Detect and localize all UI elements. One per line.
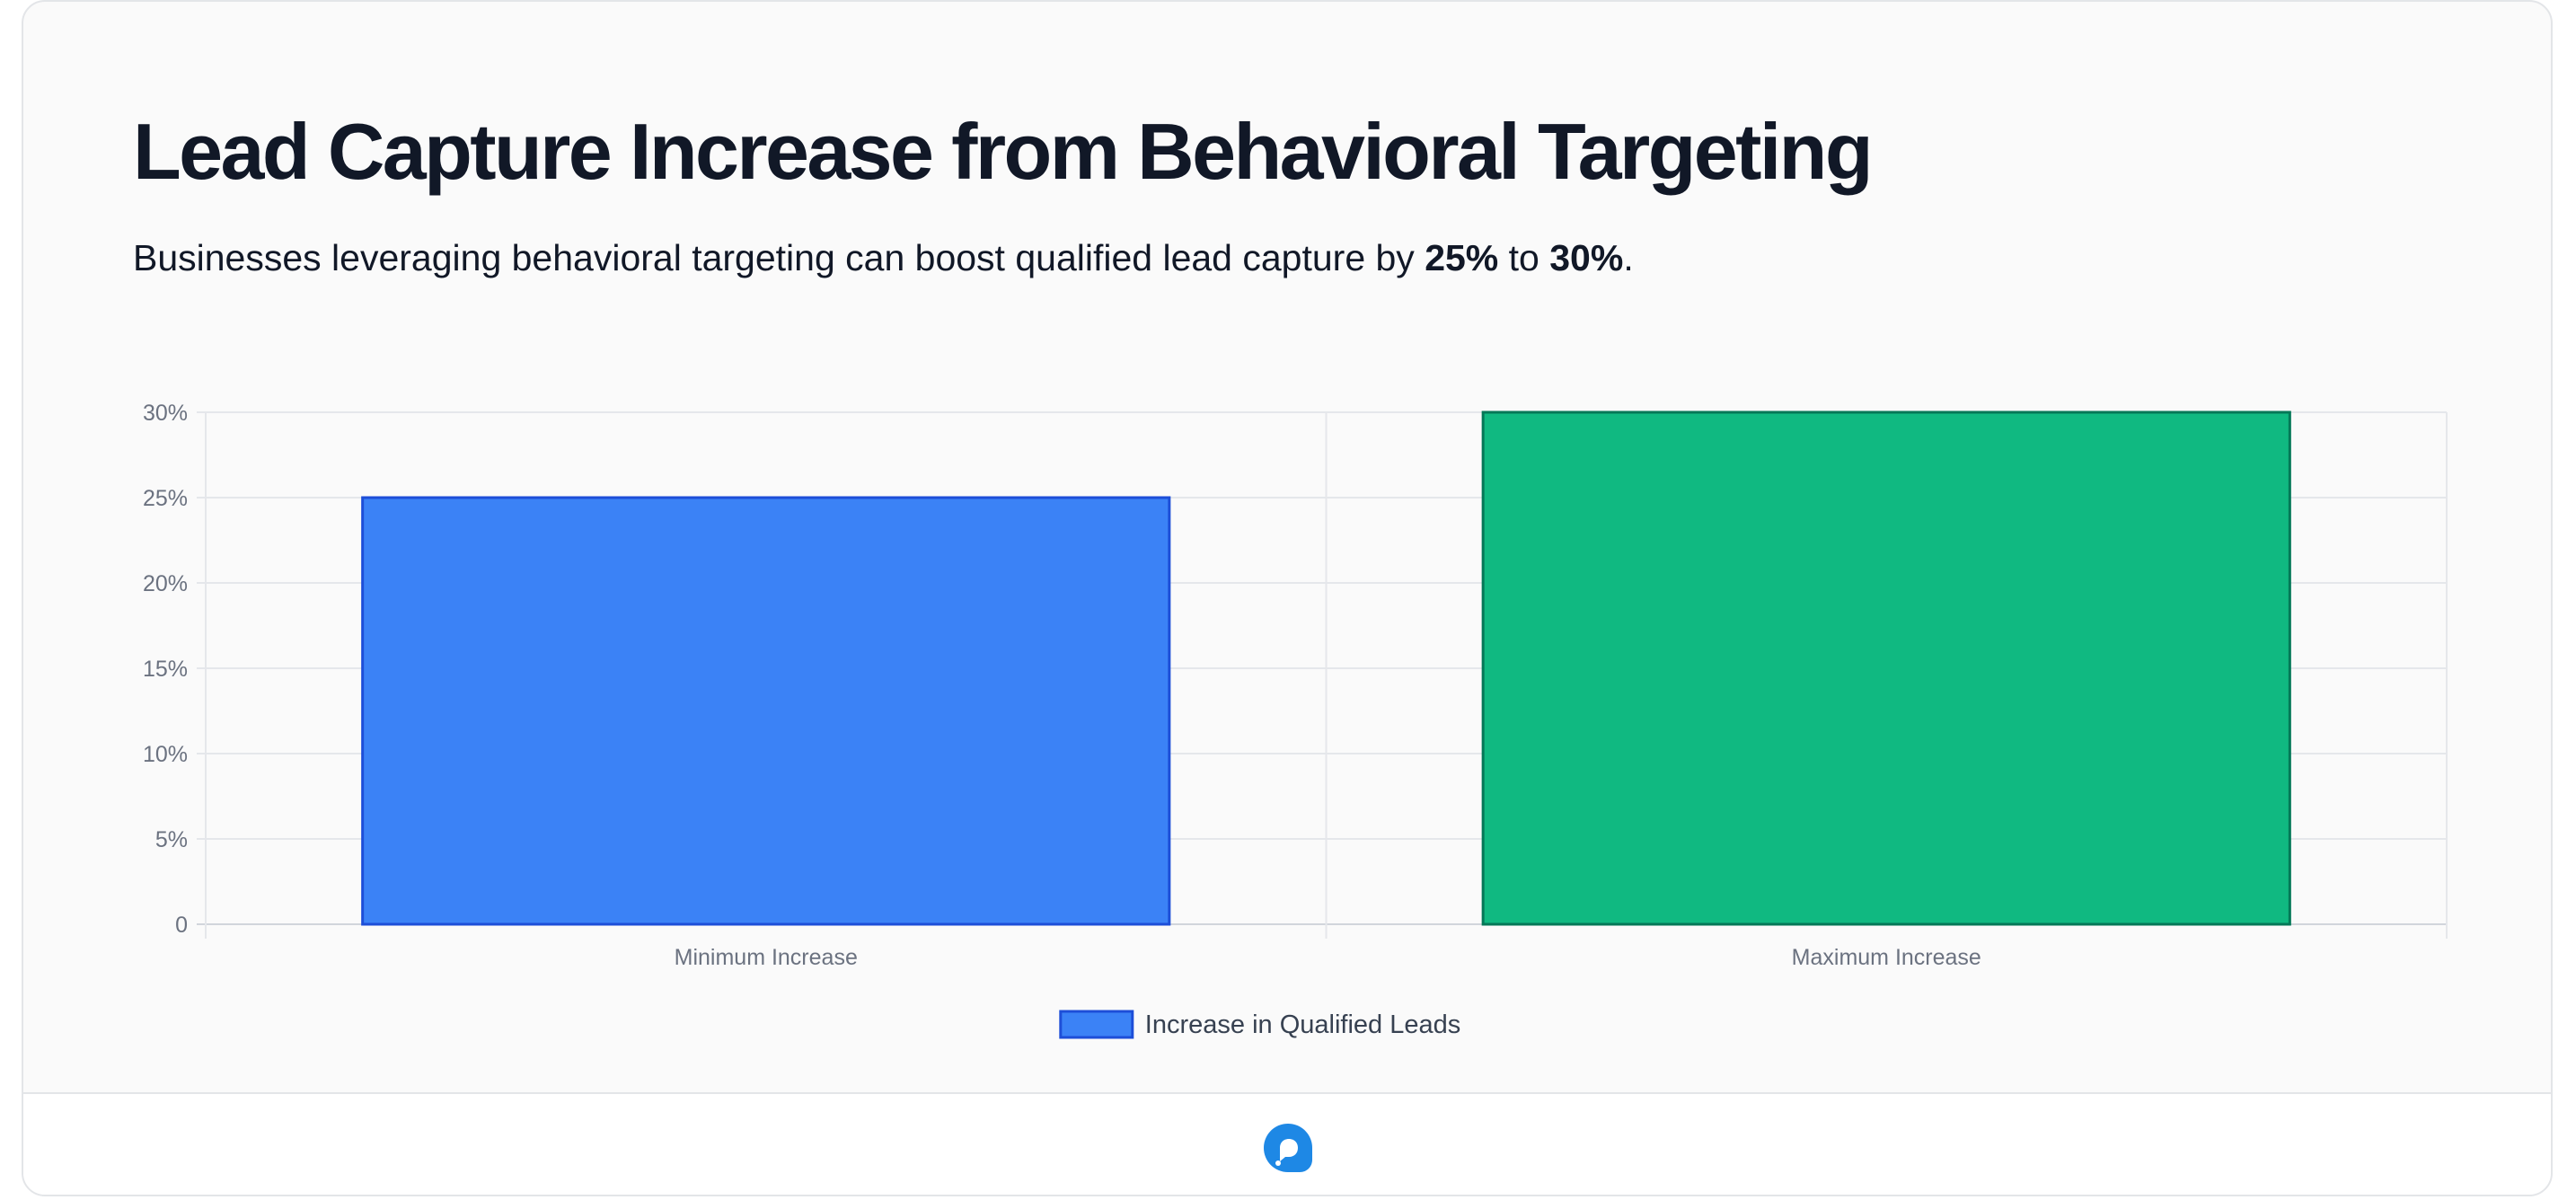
y-tick-label: 30% bbox=[143, 401, 188, 426]
y-tick-label: 0 bbox=[175, 913, 188, 938]
bar bbox=[361, 496, 1171, 926]
chat-bubble-logo-icon bbox=[1264, 1124, 1312, 1172]
page-subtitle: Businesses leveraging behavioral targeti… bbox=[133, 237, 1634, 279]
y-tick-label: 20% bbox=[143, 571, 188, 596]
x-tick-label: Maximum Increase bbox=[1792, 945, 1981, 970]
subtitle-high-value: 30% bbox=[1549, 237, 1624, 278]
bar-chart: 0 5% 10% 15% 20% 25% 30% Minimum Increase Maximu… bbox=[143, 401, 2448, 1039]
chart-card: Lead Capture Increase from Behavioral Ta… bbox=[22, 0, 2553, 1196]
footer bbox=[23, 1092, 2551, 1195]
page-title: Lead Capture Increase from Behavioral Ta… bbox=[133, 107, 1874, 196]
legend-label: Increase in Qualified Leads bbox=[1145, 1010, 1460, 1039]
y-tick-label: 15% bbox=[143, 657, 188, 682]
subtitle-mid: to bbox=[1498, 237, 1550, 278]
x-tick-label: Minimum Increase bbox=[675, 945, 858, 970]
y-tick-label: 25% bbox=[143, 486, 188, 511]
subtitle-low-value: 25% bbox=[1425, 237, 1499, 278]
subtitle-prefix: Businesses leveraging behavioral targeti… bbox=[133, 237, 1425, 278]
subtitle-suffix: . bbox=[1623, 237, 1634, 278]
y-tick-label: 5% bbox=[155, 827, 188, 852]
legend-swatch bbox=[1059, 1010, 1134, 1039]
bar bbox=[1481, 410, 2291, 926]
y-tick-label: 10% bbox=[143, 742, 188, 767]
